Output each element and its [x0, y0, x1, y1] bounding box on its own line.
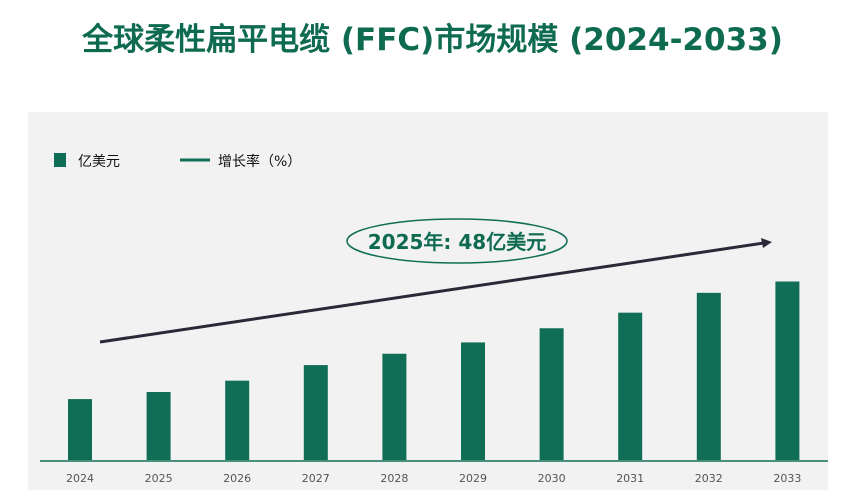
bar-2033 — [775, 281, 800, 460]
legend-line-label: 增长率（%） — [218, 153, 301, 170]
legend-bar-swatch — [54, 153, 66, 167]
trend-arrow — [99, 241, 765, 344]
x-tick-label: 2024 — [66, 472, 94, 485]
bar-2025 — [146, 392, 171, 460]
bar-2030 — [539, 328, 564, 460]
annotation-label: 2025年: 48亿美元 — [368, 230, 546, 254]
x-tick-label: 2029 — [459, 472, 487, 485]
x-tick-label: 2025 — [145, 472, 173, 485]
bar-2027 — [303, 365, 328, 460]
annotation-ellipse — [346, 218, 568, 264]
x-tick-label: 2030 — [538, 472, 566, 485]
bar-2031 — [618, 312, 643, 460]
x-tick-label: 2032 — [695, 472, 723, 485]
x-tick-label: 2033 — [773, 472, 801, 485]
bar-2024 — [68, 399, 92, 460]
x-tick-label: 2028 — [380, 472, 408, 485]
bar-2028 — [382, 353, 407, 460]
arrow-head-icon — [761, 238, 772, 248]
x-tick-label: 2026 — [223, 472, 251, 485]
bar-2029 — [461, 342, 485, 460]
bar-2026 — [225, 380, 250, 460]
chart-title: 全球柔性扁平电缆 (FFC)市场规模 (2024-2033) — [82, 22, 783, 58]
x-tick-label: 2031 — [616, 472, 644, 485]
bar-2032 — [696, 292, 721, 460]
x-tick-label: 2027 — [302, 472, 330, 485]
legend-bar-label: 亿美元 — [78, 154, 120, 170]
